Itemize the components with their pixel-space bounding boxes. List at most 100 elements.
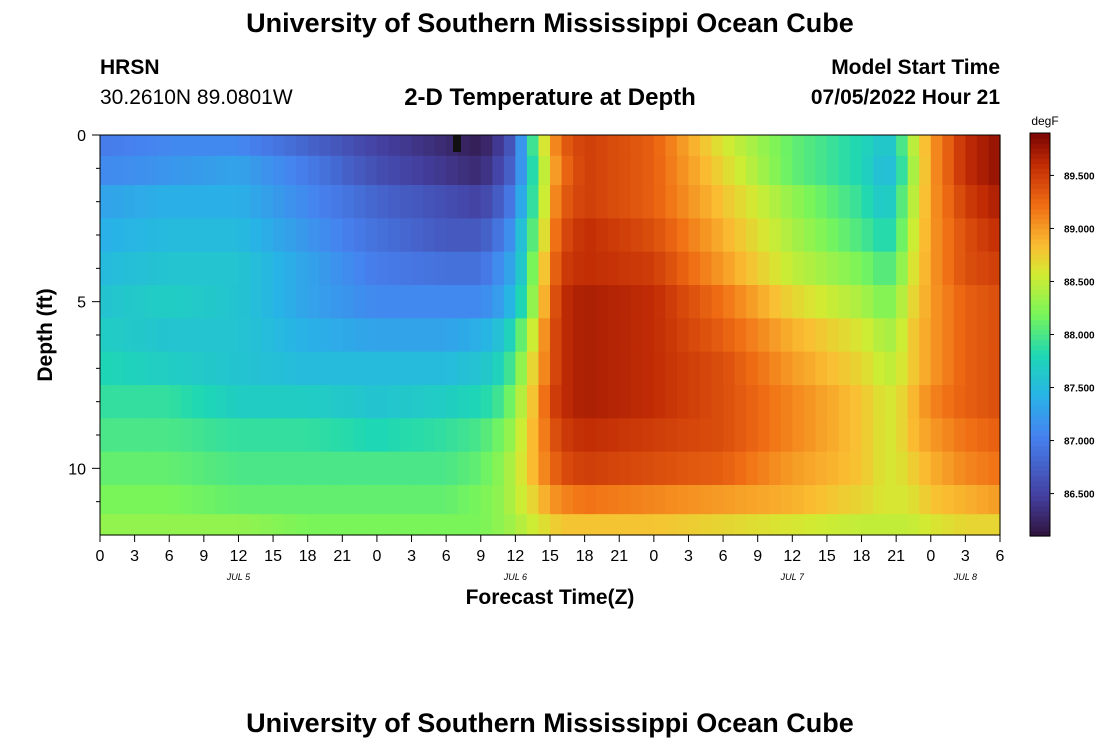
heatmap-cell: [653, 135, 666, 157]
heatmap-cell: [400, 514, 413, 536]
heatmap-cell: [400, 185, 413, 219]
heatmap-cell: [296, 155, 309, 186]
heatmap-cell: [169, 135, 182, 157]
x-tick-label: 3: [684, 548, 693, 565]
heatmap-cell: [965, 285, 978, 319]
heatmap-cell: [584, 251, 597, 286]
heatmap-cell: [319, 485, 332, 515]
heatmap-cell: [665, 285, 678, 319]
heatmap-cell: [792, 155, 805, 186]
heatmap-cell: [861, 251, 874, 286]
heatmap-cell: [792, 185, 805, 219]
heatmap-cell: [492, 185, 505, 219]
heatmap-cell: [942, 251, 955, 286]
heatmap-cell: [642, 285, 655, 319]
heatmap-cell: [388, 451, 401, 486]
x-tick-label: 18: [853, 548, 871, 565]
heatmap-cell: [700, 451, 713, 486]
heatmap-cell: [607, 251, 620, 286]
heatmap-cell: [630, 218, 643, 253]
heatmap-cell: [273, 285, 286, 319]
heatmap-cell: [538, 514, 551, 536]
heatmap-cell: [215, 185, 228, 219]
heatmap-cell: [146, 485, 159, 515]
heatmap-cell: [111, 155, 124, 186]
heatmap-cell: [711, 218, 724, 253]
heatmap-cell: [111, 318, 124, 353]
heatmap-cell: [700, 418, 713, 453]
heatmap-cell: [896, 351, 909, 386]
heatmap-cell: [746, 418, 759, 453]
heatmap-cell: [342, 155, 355, 186]
heatmap-cell: [134, 285, 147, 319]
date-label: JUL 7: [780, 572, 805, 582]
heatmap-cell: [123, 514, 136, 536]
heatmap-cell: [838, 451, 851, 486]
heatmap-cell: [434, 318, 447, 353]
heatmap-cell: [353, 514, 366, 536]
colorbar-tick-label: 88.000: [1064, 331, 1095, 342]
heatmap-cell: [746, 135, 759, 157]
heatmap-cell: [873, 155, 886, 186]
heatmap-cell: [607, 185, 620, 219]
heatmap-cell: [480, 514, 493, 536]
heatmap-cell: [273, 385, 286, 419]
heatmap-cell: [365, 155, 378, 186]
heatmap-cell: [976, 418, 990, 453]
heatmap-cell: [907, 218, 920, 253]
colorbar-segment: [1030, 510, 1050, 517]
x-tick-label: 21: [333, 548, 351, 565]
heatmap-cell: [953, 451, 966, 486]
heatmap-cell: [434, 185, 447, 219]
heatmap-cell: [573, 514, 586, 536]
heatmap-cell: [296, 485, 309, 515]
heatmap-cell: [250, 185, 263, 219]
heatmap-cell: [896, 514, 909, 536]
heatmap-cell: [561, 185, 574, 219]
heatmap-cell: [515, 514, 528, 536]
heatmap-cell: [296, 285, 309, 319]
heatmap-cell: [780, 155, 793, 186]
heatmap-cell: [930, 418, 943, 453]
heatmap-cell: [215, 218, 228, 253]
heatmap-cell: [930, 135, 943, 157]
heatmap-cell: [376, 251, 390, 286]
heatmap-cell: [469, 285, 482, 319]
heatmap-cell: [584, 514, 597, 536]
heatmap-cell: [850, 351, 863, 386]
heatmap-cell: [365, 485, 378, 515]
heatmap-cell: [884, 218, 897, 253]
heatmap-cell: [284, 385, 297, 419]
heatmap-cell: [769, 385, 782, 419]
heatmap-cell: [203, 351, 216, 386]
heatmap-cell: [157, 135, 170, 157]
heatmap-cell: [319, 185, 332, 219]
heatmap-cell: [676, 285, 690, 319]
colorbar-tick-label: 87.000: [1064, 437, 1095, 448]
heatmap-cell: [838, 385, 851, 419]
heatmap-cell: [342, 251, 355, 286]
heatmap-cell: [157, 351, 170, 386]
colorbar-tick-label: 87.500: [1064, 384, 1095, 395]
heatmap-cell: [988, 351, 1001, 386]
heatmap-cell: [307, 351, 320, 386]
heatmap-cell: [826, 155, 840, 186]
heatmap-cell: [434, 218, 447, 253]
heatmap-cell: [400, 485, 413, 515]
heatmap-cell: [319, 351, 332, 386]
heatmap-cell: [503, 218, 516, 253]
heatmap-cell: [584, 185, 597, 219]
heatmap-cell: [111, 351, 124, 386]
colorbar-segment: [1030, 289, 1050, 295]
heatmap-cell: [469, 251, 482, 286]
heatmap-cell: [723, 185, 736, 219]
heatmap-cell: [953, 385, 966, 419]
heatmap-cell: [630, 385, 643, 419]
heatmap-cell: [757, 218, 770, 253]
heatmap-cell: [653, 155, 666, 186]
heatmap-cell: [376, 135, 390, 157]
heatmap-cell: [146, 135, 159, 157]
heatmap-cell: [930, 351, 943, 386]
heatmap-cell: [965, 185, 978, 219]
heatmap-cell: [803, 451, 816, 486]
